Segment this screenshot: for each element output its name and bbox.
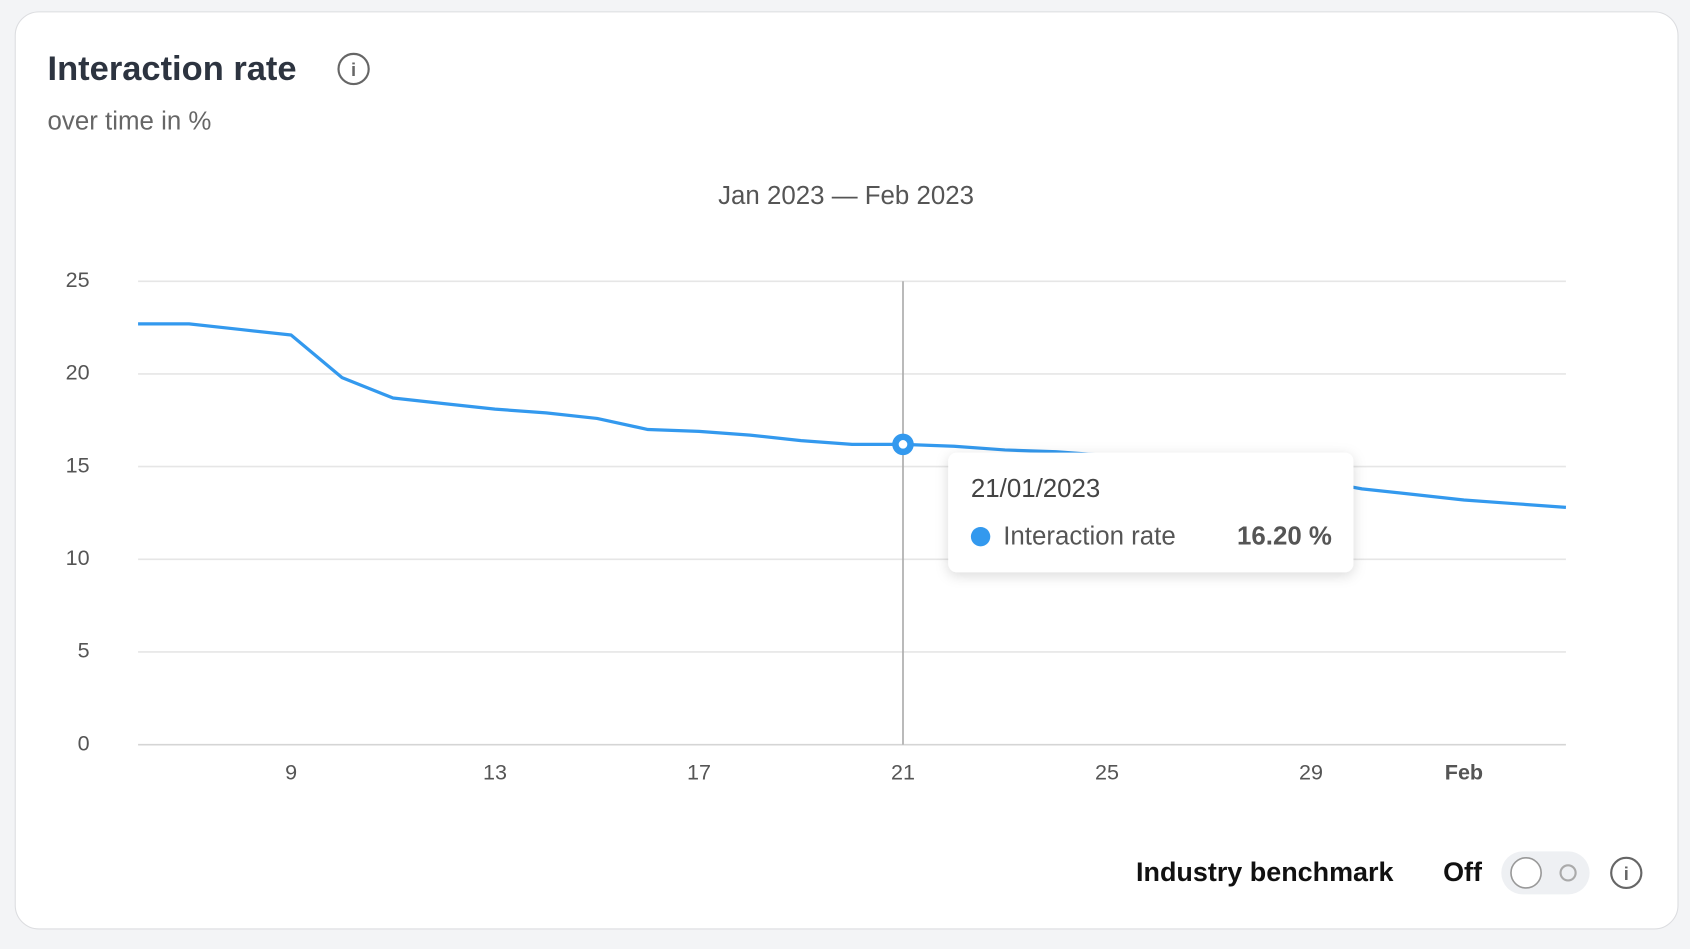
chart-title: Interaction rate bbox=[48, 50, 297, 88]
y-tick-label: 15 bbox=[66, 452, 90, 477]
benchmark-state: Off bbox=[1443, 857, 1483, 887]
x-tick-label: 17 bbox=[687, 759, 711, 784]
y-tick-label: 10 bbox=[66, 545, 90, 570]
x-tick-label: 13 bbox=[483, 759, 507, 784]
x-tick-label: 25 bbox=[1095, 759, 1119, 784]
benchmark-toggle[interactable] bbox=[1501, 851, 1590, 895]
benchmark-label: Industry benchmark bbox=[1136, 857, 1393, 887]
hover-point-center bbox=[898, 440, 908, 449]
tooltip-series: Interaction rate bbox=[1003, 523, 1176, 551]
y-tick-label: 5 bbox=[78, 638, 90, 663]
y-tick-label: 20 bbox=[66, 360, 90, 385]
tooltip bbox=[948, 452, 1354, 573]
tooltip-swatch bbox=[970, 526, 991, 547]
svg-text:i: i bbox=[1624, 863, 1629, 884]
benchmark-info-icon[interactable]: i bbox=[1610, 856, 1643, 890]
period: Jan 2023 — Feb 2023 bbox=[718, 182, 974, 210]
x-tick-label: 21 bbox=[891, 759, 915, 784]
info-icon[interactable]: i bbox=[337, 52, 370, 86]
tooltip-date: 21/01/2023 bbox=[971, 475, 1100, 503]
x-tick-label: Feb bbox=[1445, 759, 1483, 784]
chart-subtitle: over time in % bbox=[48, 108, 212, 136]
card bbox=[14, 11, 1679, 930]
x-tick-label: 29 bbox=[1299, 759, 1323, 784]
svg-text:i: i bbox=[351, 59, 356, 80]
y-tick-label: 25 bbox=[66, 267, 90, 292]
y-tick-label: 0 bbox=[78, 730, 90, 755]
x-tick-label: 9 bbox=[285, 759, 297, 784]
tooltip-value: 16.20 % bbox=[1237, 523, 1332, 551]
